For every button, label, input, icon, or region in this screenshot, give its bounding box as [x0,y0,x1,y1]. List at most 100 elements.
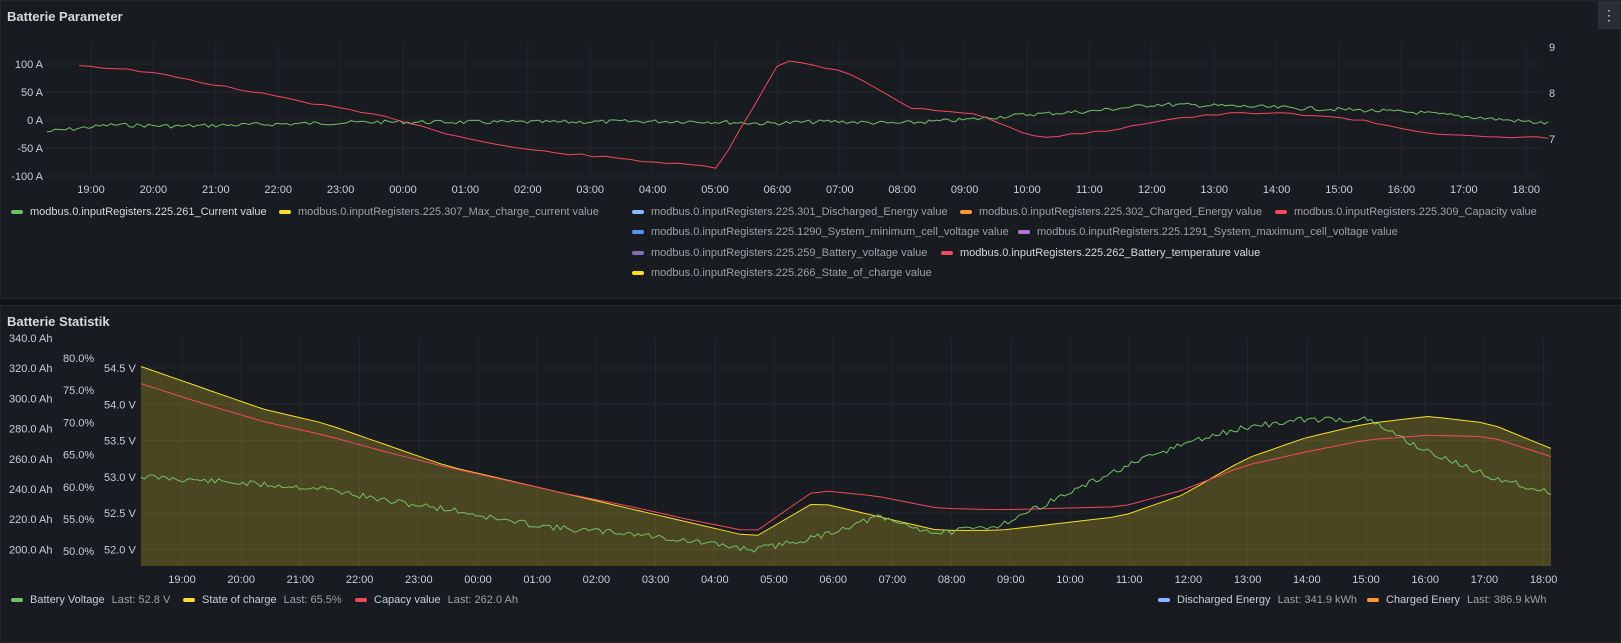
y-axis-pct-tick-label: 60.0% [63,482,94,494]
x-axis-tick-label: 20:00 [140,184,168,196]
y-axis-v-tick-label: 54.5 V [104,363,136,375]
x-axis-tick-label: 12:00 [1138,184,1166,196]
batterie-parameter-chart[interactable]: 100 A 50 A 0 A -50 A -100 A 9 8 7 19:00 20:00 21:0… [1,1,1621,211]
batterie-statistik-chart[interactable]: 340.0 Ah 320.0 Ah 300.0 Ah 280.0 Ah 260.0 Ah… [1,306,1621,606]
legend-label: modbus.0.inputRegisters.225.309_Capacity… [1294,206,1537,218]
soc-series-line [140,366,1552,536]
legend-item[interactable]: Capacy value Last: 262.0 Ah [355,594,518,606]
y2-axis-tick-label: 9 [1549,42,1555,54]
x-axis-tick-label: 14:00 [1263,184,1291,196]
x-axis-tick-label: 07:00 [879,574,907,586]
x-axis-tick-label: 16:00 [1388,184,1416,196]
legend-swatch [632,210,644,214]
legend-item[interactable]: modbus.0.inputRegisters.225.301_Discharg… [632,206,948,218]
capacity-series-line [140,383,1552,531]
x-axis-tick-label: 11:00 [1076,184,1103,196]
x-axis-tick-label: 10:00 [1056,574,1084,586]
y-axis-v-tick-label: 53.5 V [104,436,136,448]
x-axis-tick-label: 10:00 [1013,184,1041,196]
x-axis-tick-label: 01:00 [452,184,480,196]
y-axis-v-tick-label: 53.0 V [104,472,136,484]
batterie-statistik-panel: Batterie Statistik 340.0 Ah 320.0 Ah 300.0… [0,305,1621,643]
legend-item[interactable]: modbus.0.inputRegisters.225.262_Battery_… [941,247,1260,259]
legend-item[interactable]: modbus.0.inputRegisters.225.266_State_of… [632,267,932,279]
x-axis-tick-label: 04:00 [701,574,729,586]
legend-last-value: Last: 262.0 Ah [447,594,518,606]
legend-label: Discharged Energy [1177,594,1271,606]
x-axis-tick-label: 15:00 [1325,184,1353,196]
legend-swatch [11,598,23,602]
legend-label: modbus.0.inputRegisters.225.302_Charged_… [979,206,1263,218]
x-axis-tick-label: 22:00 [264,184,292,196]
legend-swatch [11,210,23,214]
legend-last-value: Last: 65.5% [283,594,342,606]
y-axis-ah-tick-label: 260.0 Ah [9,454,52,466]
y2-axis-tick-label: 7 [1549,134,1555,146]
legend-swatch [1367,598,1379,602]
x-axis-tick-label: 11:00 [1116,574,1143,586]
legend-item[interactable]: Battery Voltage Last: 52.8 V [11,594,170,606]
x-axis-tick-label: 05:00 [760,574,788,586]
x-axis-tick-label: 13:00 [1234,574,1262,586]
legend-label: modbus.0.inputRegisters.225.1291_System_… [1037,226,1398,238]
y-axis-ah-tick-label: 280.0 Ah [9,424,52,436]
x-axis-tick-label: 04:00 [639,184,667,196]
legend-swatch [355,598,367,602]
legend-label: modbus.0.inputRegisters.225.307_Max_char… [298,206,599,218]
legend-swatch [1158,598,1170,602]
legend-swatch [941,251,953,255]
x-axis-tick-label: 02:00 [514,184,542,196]
y-axis-v-tick-label: 52.5 V [104,508,136,520]
x-axis-tick-label: 17:00 [1471,574,1499,586]
y-axis-ah-tick-label: 300.0 Ah [9,393,52,405]
y-axis-tick-label: 100 A [15,59,44,71]
legend-item[interactable]: modbus.0.inputRegisters.225.1291_System_… [1018,226,1398,238]
x-axis-tick-label: 23:00 [327,184,355,196]
legend-item[interactable]: modbus.0.inputRegisters.225.309_Capacity… [1275,206,1537,218]
x-axis-tick-label: 05:00 [701,184,729,196]
x-axis-tick-label: 13:00 [1200,184,1228,196]
voltage-series-line [140,416,1552,553]
legend-item[interactable]: modbus.0.inputRegisters.225.1290_System_… [632,226,1009,238]
x-axis-tick-label: 21:00 [202,184,230,196]
legend-label: modbus.0.inputRegisters.225.301_Discharg… [651,206,948,218]
x-axis-tick-label: 09:00 [951,184,979,196]
temperature-series-line [78,60,1549,169]
legend-item[interactable]: modbus.0.inputRegisters.225.259_Battery_… [632,247,927,259]
legend-last-value: Last: 52.8 V [111,594,171,606]
legend-item[interactable]: modbus.0.inputRegisters.225.302_Charged_… [960,206,1262,218]
legend-item[interactable]: Charged Enery Last: 386.9 kWh [1367,594,1547,606]
y-axis-ah-tick-label: 220.0 Ah [9,514,52,526]
x-axis-tick-label: 01:00 [523,574,551,586]
legend-last-value: Last: 386.9 kWh [1467,594,1547,606]
legend-swatch [1018,230,1030,234]
legend-item[interactable]: State of charge Last: 65.5% [183,594,342,606]
y-axis-ah-tick-label: 320.0 Ah [9,363,52,375]
legend-swatch [632,271,644,275]
legend-item[interactable]: Discharged Energy Last: 341.9 kWh [1158,594,1357,606]
x-axis-tick-label: 00:00 [389,184,417,196]
x-axis-tick-label: 03:00 [642,574,670,586]
x-axis-tick-label: 19:00 [168,574,196,586]
x-axis-tick-label: 14:00 [1293,574,1321,586]
legend-label: Capacy value [374,594,441,606]
legend-label: Battery Voltage [30,594,105,606]
legend-swatch [632,251,644,255]
legend-swatch [279,210,291,214]
current-series-line [46,102,1549,133]
panel-menu-icon[interactable]: ⋮ [1598,1,1620,29]
legend-label: modbus.0.inputRegisters.225.266_State_of… [651,267,932,279]
legend-item[interactable]: modbus.0.inputRegisters.225.261_Current … [11,206,267,218]
legend-item[interactable]: modbus.0.inputRegisters.225.307_Max_char… [279,206,599,218]
x-axis-tick-label: 03:00 [576,184,604,196]
x-axis-tick-label: 23:00 [405,574,433,586]
legend-swatch [1275,210,1287,214]
x-axis-tick-label: 21:00 [287,574,315,586]
legend-swatch [632,230,644,234]
x-axis-tick-label: 08:00 [888,184,916,196]
y-axis-tick-label: -100 A [11,171,43,183]
x-axis-tick-label: 19:00 [77,184,105,196]
legend-last-value: Last: 341.9 kWh [1277,594,1358,606]
y-axis-pct-tick-label: 55.0% [63,514,94,526]
x-axis-tick-label: 20:00 [227,574,255,586]
